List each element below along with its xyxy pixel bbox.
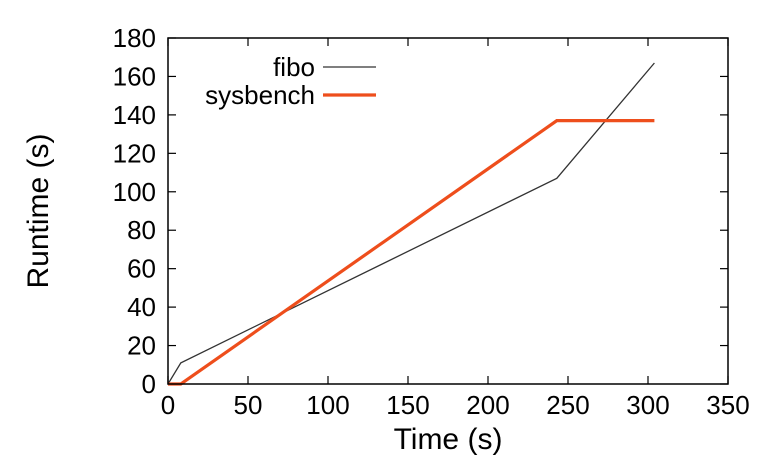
x-tick-label: 200 <box>466 390 509 420</box>
x-axis-ticks: 0 50 100 150 200 250 300 350 <box>161 38 750 420</box>
x-tick-label: 0 <box>161 390 175 420</box>
plot-frame <box>167 37 729 385</box>
series-layer <box>167 62 655 386</box>
y-tick-label: 80 <box>127 215 156 245</box>
y-tick-label: 100 <box>113 177 156 207</box>
y-tick-label: 180 <box>113 23 156 53</box>
y-tick-label: 120 <box>113 138 156 168</box>
legend-label-fibo: fibo <box>273 52 315 82</box>
y-tick-label: 20 <box>127 331 156 361</box>
y-tick-label: 140 <box>113 100 156 130</box>
y-tick-label: 40 <box>127 292 156 322</box>
x-axis-label: Time (s) <box>394 423 503 456</box>
y-axis-ticks: 0 20 40 60 80 100 120 140 160 180 <box>113 23 728 399</box>
y-tick-label: 0 <box>142 369 156 399</box>
x-tick-label: 250 <box>546 390 589 420</box>
x-tick-label: 300 <box>626 390 669 420</box>
x-tick-label: 50 <box>234 390 263 420</box>
legend-label-sysbench: sysbench <box>205 80 315 110</box>
series-line-sysbench <box>168 119 655 386</box>
x-tick-label: 100 <box>306 390 349 420</box>
y-tick-label: 60 <box>127 254 156 284</box>
x-tick-label: 350 <box>706 390 749 420</box>
y-tick-label: 160 <box>113 61 156 91</box>
x-tick-label: 150 <box>386 390 429 420</box>
y-axis-label: Runtime (s) <box>22 133 55 288</box>
